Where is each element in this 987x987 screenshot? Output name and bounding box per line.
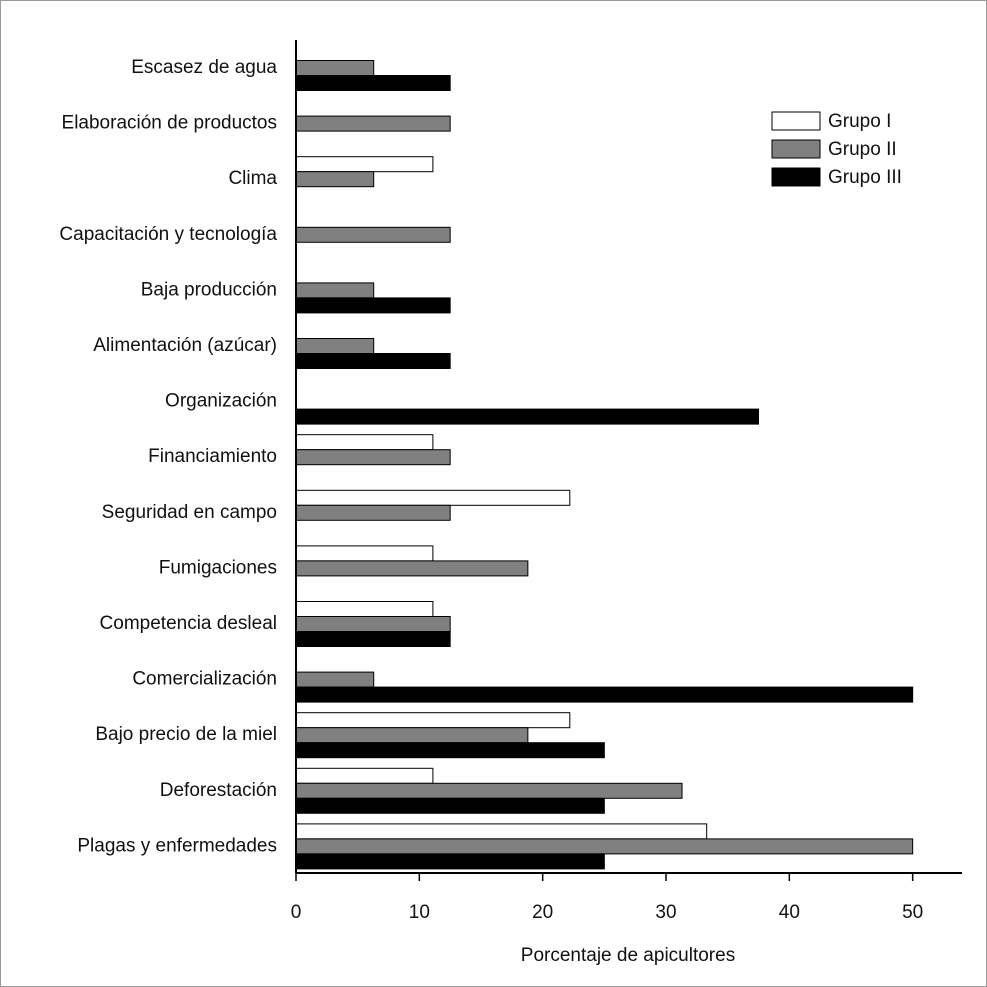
- bar: [295, 60, 375, 76]
- y-tick-label: Escasez de agua: [131, 57, 277, 78]
- bar: [295, 489, 571, 506]
- bar: [295, 545, 434, 562]
- bar: [295, 75, 451, 91]
- bar: [295, 686, 914, 703]
- legend-swatch: [771, 139, 821, 159]
- bar: [295, 767, 434, 784]
- bar: [295, 631, 451, 647]
- bar: [295, 353, 451, 369]
- y-tick-label: Clima: [228, 168, 277, 189]
- bar: [295, 782, 683, 799]
- y-tick-label: Alimentación (azúcar): [93, 335, 277, 356]
- legend-label: Grupo I: [828, 111, 891, 132]
- bar: [295, 504, 451, 521]
- legend-swatch: [771, 167, 821, 187]
- y-tick-label: Capacitación y tecnología: [59, 224, 277, 245]
- y-tick-label: Seguridad en campo: [102, 502, 277, 523]
- y-tick-label: Bajo precio de la miel: [95, 724, 277, 745]
- y-tick-label: Competencia desleal: [100, 613, 277, 634]
- y-tick-label: Organización: [165, 391, 277, 412]
- bar: [295, 338, 375, 354]
- legend-label: Grupo III: [828, 167, 902, 188]
- bar: [295, 560, 529, 577]
- y-tick-label: Plagas y enfermedades: [77, 835, 277, 856]
- bar: [295, 156, 434, 173]
- bar: [295, 297, 451, 314]
- x-axis-label: Porcentaje de apicultores: [521, 945, 735, 966]
- bar: [295, 449, 451, 466]
- bar: [295, 838, 914, 855]
- x-tick-label: 10: [409, 902, 430, 923]
- x-tick-label: 40: [779, 902, 800, 923]
- y-tick-label: Elaboración de productos: [62, 113, 277, 134]
- x-tick-label: 30: [655, 902, 676, 923]
- bar: [295, 853, 605, 870]
- y-tick-label: Deforestación: [160, 780, 277, 801]
- legend-swatch: [771, 111, 821, 131]
- y-tick-label: Baja producción: [141, 279, 277, 300]
- bar: [295, 616, 451, 632]
- bar: [295, 601, 434, 617]
- bar: [295, 434, 434, 451]
- bar: [295, 727, 529, 744]
- y-tick-label: Financiamiento: [148, 446, 277, 467]
- y-tick-label: Comercialización: [132, 669, 277, 690]
- y-tick-label: Fumigaciones: [159, 557, 277, 578]
- bar: [295, 671, 375, 688]
- x-tick-label: 50: [902, 902, 923, 923]
- legend-label: Grupo II: [828, 139, 897, 160]
- x-tick-label: 0: [291, 902, 302, 923]
- bar: [295, 282, 375, 299]
- bar: [295, 408, 759, 425]
- bar: [295, 797, 605, 814]
- bar: [295, 171, 375, 188]
- bar: [295, 712, 571, 729]
- bar: [295, 742, 605, 759]
- bar: [295, 226, 451, 243]
- x-tick-label: 20: [532, 902, 553, 923]
- bar: [295, 823, 708, 840]
- bar: [295, 115, 451, 132]
